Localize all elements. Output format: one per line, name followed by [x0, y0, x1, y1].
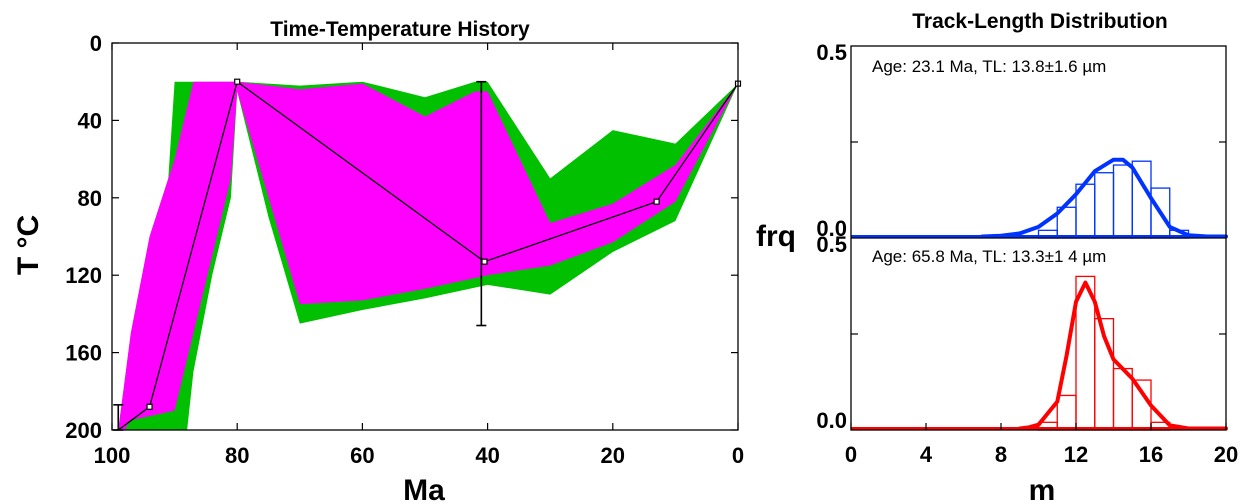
tl-upper-bar	[1112, 164, 1133, 239]
tl-lower-bar	[1131, 379, 1152, 431]
tl-y-tick-label: 0.0	[816, 216, 847, 241]
tl-x-tick-label: 8	[995, 442, 1007, 467]
tl-x-tick-label: 4	[920, 442, 933, 467]
tt-x-tick-label: 20	[601, 443, 625, 468]
tl-lower-histogram	[851, 275, 1226, 431]
tl-x-ticks: 0 4 8 12 16 20	[845, 423, 1238, 467]
tl-x-tick-label: 16	[1139, 442, 1163, 467]
path-node	[653, 198, 660, 205]
path-node	[146, 403, 153, 410]
tl-lower-label: Age: 65.8 Ma, TL: 13.3±1 4 µm	[872, 247, 1106, 266]
tt-x-tick-label: 0	[732, 443, 744, 468]
tt-ylabel: T °C	[12, 215, 45, 275]
path-node	[234, 78, 241, 85]
tt-x-tick-label: 40	[475, 443, 499, 468]
tt-x-tick-label: 80	[225, 443, 249, 468]
tt-y-tick-label: 80	[78, 186, 102, 211]
tl-y-tick-label: 0.5	[816, 40, 847, 65]
tt-x-tick-label: 60	[350, 443, 374, 468]
error-bars	[113, 80, 487, 431]
tt-x-tick-label: 100	[94, 443, 131, 468]
tl-lower-bar	[1056, 394, 1077, 431]
tl-lower-panel: Age: 65.8 Ma, TL: 13.3±1 4 µm	[851, 247, 1228, 431]
tt-xlabel: Ma	[403, 474, 445, 504]
tl-ylabel: frq	[756, 220, 796, 253]
best-fit-path	[117, 80, 739, 431]
tt-title: Time-Temperature History	[270, 18, 530, 41]
tt-y-ticks: 0 40 80 120 160 200	[65, 31, 738, 443]
tl-x-tick-label: 20	[1214, 442, 1238, 467]
tt-plot-frame	[111, 42, 739, 431]
tt-y-tick-label: 0	[90, 31, 102, 56]
tl-xlabel: m	[1029, 474, 1056, 504]
tl-lower-fit-curve	[1017, 280, 1228, 431]
tt-y-tick-label: 200	[65, 418, 102, 443]
acceptable-fit-envelope	[118, 81, 739, 430]
tl-y-ticks: 0.00.50.00.5	[816, 40, 1226, 433]
tl-y-tick-label: 0.5	[816, 232, 847, 257]
tl-x-tick-label: 0	[845, 442, 857, 467]
tl-upper-bar	[1094, 172, 1115, 239]
tl-upper-label: Age: 23.1 Ma, TL: 13.8±1.6 µm	[872, 57, 1106, 76]
tl-y-tick-label: 0.0	[816, 408, 847, 433]
tl-title: Track-Length Distribution	[912, 10, 1168, 33]
tt-y-tick-label: 40	[78, 108, 102, 133]
tt-y-tick-label: 120	[65, 263, 102, 288]
tl-upper-panel: Age: 23.1 Ma, TL: 13.8±1.6 µm	[851, 57, 1228, 239]
tl-x-tick-label: 12	[1064, 442, 1088, 467]
tt-x-ticks: 100 80 60 40 20 0	[94, 43, 744, 468]
tl-upper-fit-curve	[980, 157, 1228, 239]
tt-y-tick-label: 160	[65, 341, 102, 366]
path-node	[481, 258, 488, 265]
